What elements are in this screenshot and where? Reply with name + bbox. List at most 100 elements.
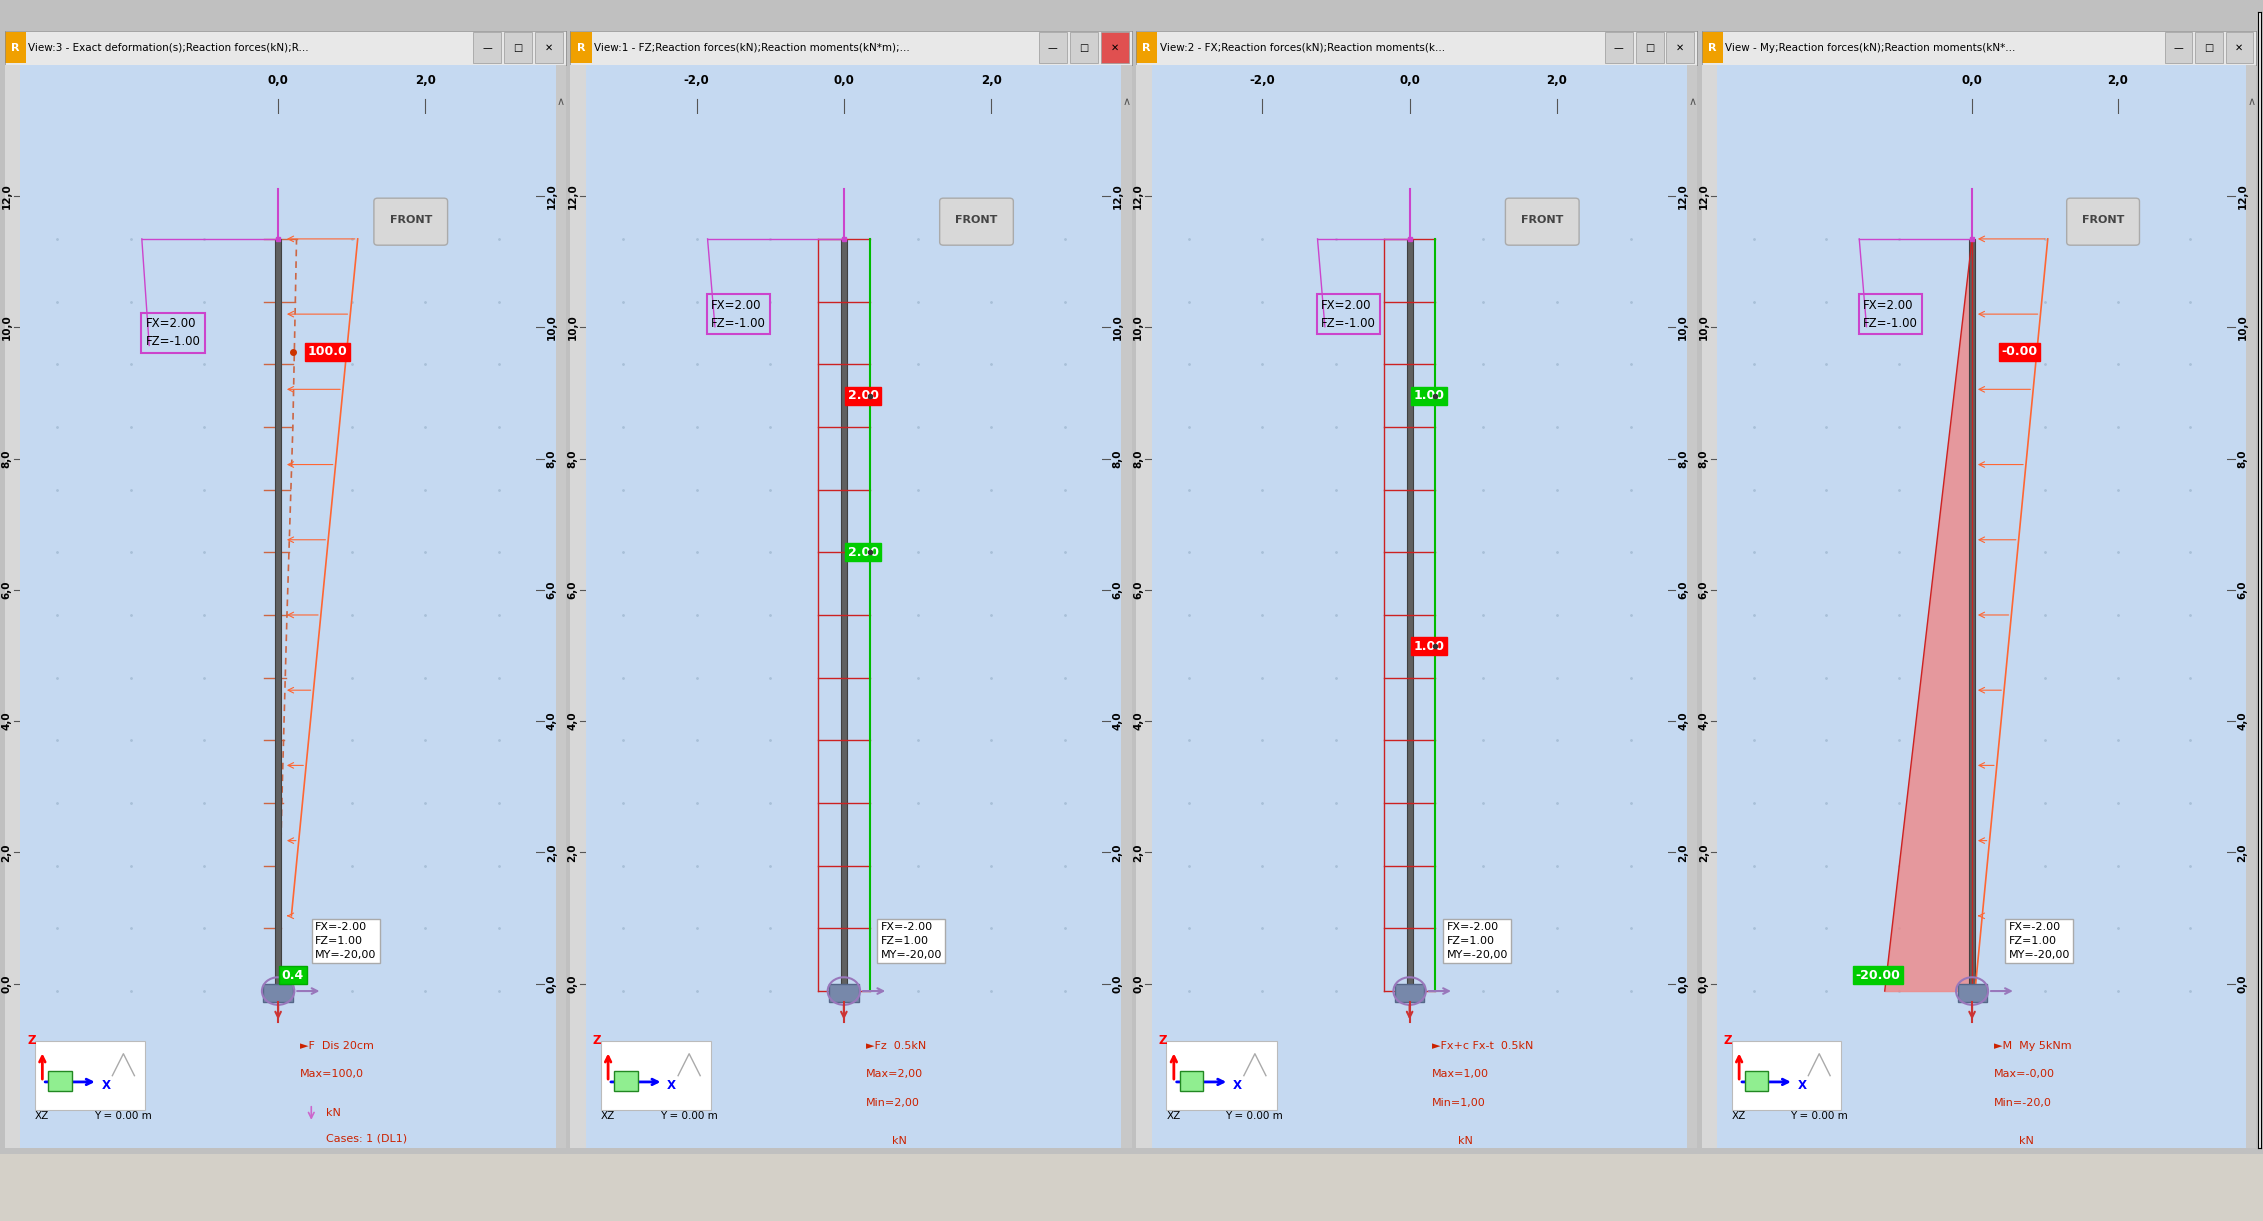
Text: ✕: ✕ (1111, 43, 1118, 53)
Text: 4,0: 4,0 (1700, 712, 1709, 730)
Bar (1394, 984, 1423, 1002)
Bar (1636, 32, 1663, 63)
Text: 12,0: 12,0 (2, 183, 11, 209)
Text: Y = 0.00 m: Y = 0.00 m (1790, 1111, 1849, 1121)
Bar (1969, 239, 1976, 991)
Text: R: R (11, 43, 20, 53)
Text: 10,0: 10,0 (1700, 314, 1709, 341)
Text: —: — (1048, 43, 1057, 53)
Text: 4,0: 4,0 (548, 712, 557, 730)
Text: 2,0: 2,0 (2, 844, 11, 862)
Text: 10,0: 10,0 (548, 314, 557, 341)
Text: View:3 - Exact deformation(s);Reaction forces(kN);R...: View:3 - Exact deformation(s);Reaction f… (27, 43, 308, 53)
Text: Z: Z (1724, 1034, 1733, 1048)
Text: -2,0: -2,0 (1249, 73, 1274, 87)
Text: 0,0: 0,0 (1113, 974, 1122, 993)
Text: X: X (102, 1078, 111, 1092)
Text: 6,0: 6,0 (2238, 580, 2247, 600)
Text: 8,0: 8,0 (548, 449, 557, 468)
Text: FX=-2.00
FZ=1.00
MY=-20,00: FX=-2.00 FZ=1.00 MY=-20,00 (1446, 922, 1507, 960)
Text: 2,0: 2,0 (548, 844, 557, 862)
Text: X: X (668, 1078, 677, 1092)
Bar (1745, 1071, 1767, 1092)
Text: 2,0: 2,0 (568, 844, 577, 862)
Text: 10,0: 10,0 (568, 314, 577, 341)
Bar (1408, 239, 1412, 991)
Text: ∧: ∧ (1122, 98, 1132, 107)
Text: Cases: 1 (DL1): Cases: 1 (DL1) (326, 1133, 407, 1143)
Text: FRONT: FRONT (1521, 215, 1564, 225)
Text: 4,0: 4,0 (1113, 712, 1122, 730)
Text: Min=2,00: Min=2,00 (867, 1098, 919, 1107)
Text: 0,0: 0,0 (1679, 974, 1688, 993)
Text: □: □ (514, 43, 523, 53)
Text: —: — (1614, 43, 1623, 53)
Text: Z: Z (1159, 1034, 1168, 1048)
Text: 0,0: 0,0 (2, 974, 11, 993)
Text: kN: kN (326, 1109, 342, 1118)
Text: ∧: ∧ (2247, 98, 2256, 107)
Text: 0,0: 0,0 (1134, 974, 1143, 993)
Text: ∧: ∧ (557, 98, 566, 107)
Text: Min=1,00: Min=1,00 (1432, 1098, 1485, 1107)
Text: ►Fx+c Fx-t  0.5kN: ►Fx+c Fx-t 0.5kN (1432, 1042, 1532, 1051)
Bar (1100, 32, 1129, 63)
Text: FX=-2.00
FZ=1.00
MY=-20,00: FX=-2.00 FZ=1.00 MY=-20,00 (2010, 922, 2071, 960)
Bar (613, 1071, 638, 1092)
Text: -0.00: -0.00 (2000, 346, 2037, 358)
Text: Cases: 1 (DL1): Cases: 1 (DL1) (892, 1161, 973, 1171)
FancyBboxPatch shape (939, 198, 1014, 245)
Text: ✕: ✕ (2236, 43, 2243, 53)
Text: 0,0: 0,0 (267, 73, 290, 87)
Text: 0,0: 0,0 (1962, 73, 1982, 87)
Text: 2,0: 2,0 (1546, 73, 1568, 87)
Bar (570, 32, 591, 63)
Bar (842, 239, 846, 991)
Text: R: R (1709, 43, 1718, 53)
Text: 4,0: 4,0 (2, 712, 11, 730)
Text: 8,0: 8,0 (2, 449, 11, 468)
Text: XZ: XZ (600, 1111, 616, 1121)
Text: 10,0: 10,0 (1113, 314, 1122, 341)
Text: 2,0: 2,0 (1700, 844, 1709, 862)
Text: 6,0: 6,0 (1113, 580, 1122, 600)
Text: 2,0: 2,0 (2238, 844, 2247, 862)
Bar (5, 32, 25, 63)
Text: 0,0: 0,0 (548, 974, 557, 993)
Text: 12,0: 12,0 (568, 183, 577, 209)
Text: FX=-2.00
FZ=1.00
MY=-20,00: FX=-2.00 FZ=1.00 MY=-20,00 (315, 922, 376, 960)
Text: 8,0: 8,0 (1134, 449, 1143, 468)
Text: Z: Z (27, 1034, 36, 1048)
Bar (48, 1071, 72, 1092)
Text: 2,0: 2,0 (1134, 844, 1143, 862)
Text: FX=-2.00
FZ=1.00
MY=-20,00: FX=-2.00 FZ=1.00 MY=-20,00 (880, 922, 941, 960)
Text: 12,0: 12,0 (1700, 183, 1709, 209)
Bar (600, 1042, 711, 1110)
Text: 12,0: 12,0 (1113, 183, 1122, 209)
Text: 0,0: 0,0 (1700, 974, 1709, 993)
Text: 6,0: 6,0 (568, 580, 577, 600)
Bar (828, 984, 858, 1002)
Text: ✕: ✕ (545, 43, 552, 53)
Text: View:2 - FX;Reaction forces(kN);Reaction moments(k...: View:2 - FX;Reaction forces(kN);Reaction… (1159, 43, 1444, 53)
Text: —: — (2172, 43, 2184, 53)
Bar (534, 32, 563, 63)
Text: 4,0: 4,0 (568, 712, 577, 730)
Text: 2,0: 2,0 (1679, 844, 1688, 862)
Text: View:1 - FZ;Reaction forces(kN);Reaction moments(kN*m);...: View:1 - FZ;Reaction forces(kN);Reaction… (593, 43, 910, 53)
Text: ►F  Dis 20cm: ►F Dis 20cm (301, 1042, 373, 1051)
Text: 2,0: 2,0 (414, 73, 437, 87)
Bar (263, 984, 292, 1002)
Text: 10,0: 10,0 (1679, 314, 1688, 341)
Text: kN: kN (1457, 1137, 1473, 1147)
Text: ►M  My 5kNm: ►M My 5kNm (1994, 1042, 2071, 1051)
Text: 12,0: 12,0 (1679, 183, 1688, 209)
Text: 12,0: 12,0 (2238, 183, 2247, 209)
Text: 10,0: 10,0 (2238, 314, 2247, 341)
Text: 4,0: 4,0 (1134, 712, 1143, 730)
Text: FX=2.00
FZ=-1.00: FX=2.00 FZ=-1.00 (1322, 299, 1376, 330)
Bar (2227, 32, 2254, 63)
Text: Z: Z (593, 1034, 602, 1048)
Text: View - My;Reaction forces(kN);Reaction moments(kN*...: View - My;Reaction forces(kN);Reaction m… (1724, 43, 2016, 53)
Bar (505, 32, 532, 63)
